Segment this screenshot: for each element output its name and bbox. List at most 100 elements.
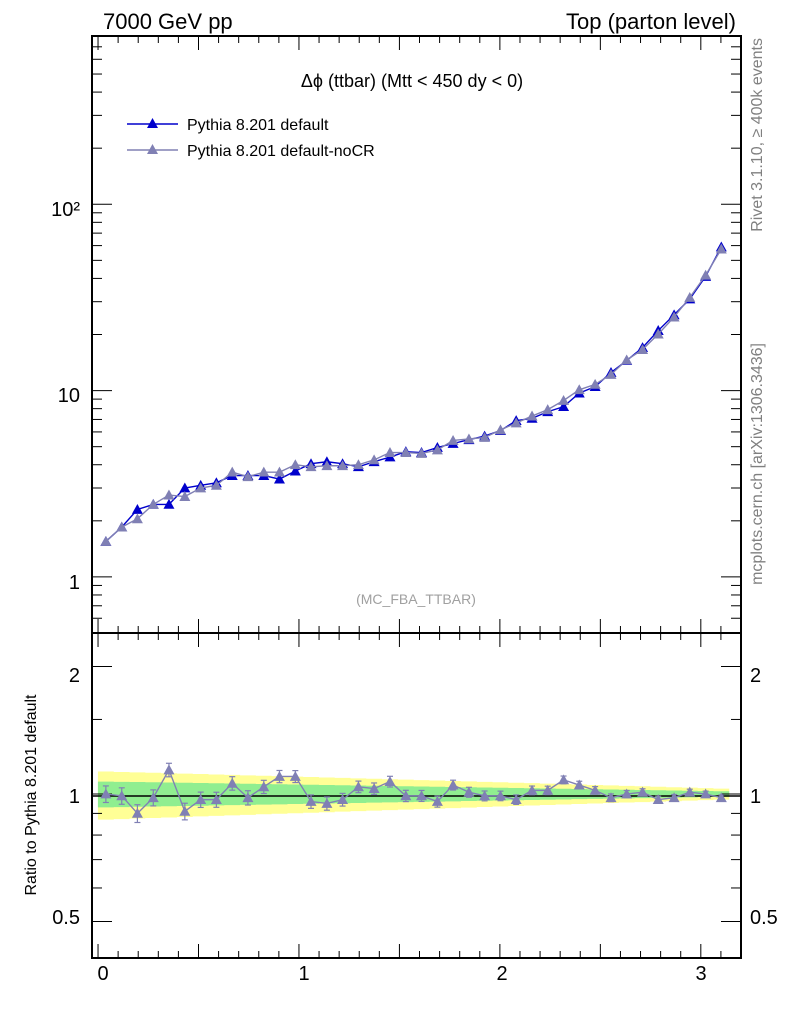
series-nocr-point (210, 479, 222, 490)
ratio-series-nocr-point (368, 783, 380, 793)
series-default-point (131, 504, 143, 514)
ratio-series-nocr-point (668, 792, 680, 803)
x-tick-label-3: 3 (695, 963, 706, 985)
ratio-series-nocr-point (621, 788, 633, 799)
series-nocr-point (526, 410, 538, 421)
ratio-series-nocr-point (116, 790, 128, 801)
ratio-frame (91, 632, 742, 959)
y-tick-label-1: 1 (69, 572, 80, 594)
series-nocr-point (163, 489, 175, 500)
series-nocr-point (447, 434, 459, 445)
ratio-y-axis-label: Ratio to Pythia 8.201 default (23, 694, 40, 896)
ratio-series-nocr-point (573, 779, 585, 790)
series-nocr-point (337, 460, 349, 471)
header-energy: 7000 GeV pp (103, 9, 233, 34)
series-nocr-point (258, 466, 270, 477)
ratio-series-nocr-point (479, 790, 491, 801)
ratio-series-nocr-point (131, 807, 143, 818)
series-nocr-point (684, 291, 696, 302)
ratio-series-nocr-point (431, 796, 443, 806)
legend-label-nocr: Pythia 8.201 default-noCR (187, 143, 375, 160)
x-tick-label-0: 0 (97, 963, 108, 985)
series-default-line (105, 246, 722, 542)
series-nocr-point (463, 433, 475, 444)
series-nocr-point (226, 466, 238, 477)
series-nocr-point (179, 491, 191, 501)
ratio-series-nocr-point (494, 790, 506, 801)
series-nocr-point (637, 344, 649, 354)
ratio-series-nocr-point (684, 786, 696, 797)
series-nocr-point (558, 394, 570, 405)
ratio-y-tick-label-2-right: 2 (750, 665, 761, 687)
ratio-y-tick-label-05-right: 0.5 (750, 907, 778, 929)
ratio-series-nocr-point (242, 792, 254, 803)
main-panel: Δϕ (ttbar) (Mtt < 450 dy < 0) (MC_FBA_TT… (51, 35, 742, 634)
header-process: Top (parton level) (566, 9, 736, 34)
series-nocr-point (147, 498, 159, 509)
ratio-series-nocr-point (352, 781, 364, 792)
ratio-series-nocr-point (179, 805, 191, 816)
legend-marker-nocr (147, 144, 158, 154)
x-tick-label-1: 1 (298, 963, 309, 985)
ratio-series-nocr-point (273, 770, 285, 781)
ratio-series-nocr-point (305, 796, 317, 806)
series-nocr-point (400, 447, 412, 457)
series-nocr-point (305, 461, 317, 472)
series-nocr-point (652, 328, 664, 339)
ratio-band-inner (97, 781, 730, 808)
ratio-series-nocr-point (558, 774, 570, 785)
series-nocr-point (131, 513, 143, 524)
ratio-series-nocr-point (100, 788, 112, 799)
x-tick-label-2: 2 (496, 963, 507, 985)
ratio-y-tick-label-2-left: 2 (69, 665, 80, 687)
ratio-series-nocr-point (195, 794, 207, 805)
ratio-panel: 2 1 0.5 2 1 0.5 Ratio to Pythia 8.201 de… (23, 632, 778, 985)
series-default-point (289, 465, 301, 476)
ratio-series-nocr-point (605, 792, 617, 803)
series-nocr-line (105, 248, 722, 542)
ratio-series-nocr-point (700, 788, 712, 799)
series-nocr-point (100, 535, 112, 546)
plot-title: Δϕ (ttbar) (Mtt < 450 dy < 0) (301, 71, 523, 91)
ratio-series-nocr-point (321, 797, 333, 808)
ratio-series-nocr-point (715, 792, 727, 803)
series-nocr-point (542, 404, 554, 415)
series-nocr-point (589, 378, 601, 389)
series-nocr-point (700, 269, 712, 280)
ratio-series-nocr-point (384, 776, 396, 786)
ratio-series-nocr-point (589, 784, 601, 795)
series-nocr-point (494, 424, 506, 435)
series-nocr-point (116, 521, 128, 532)
series-default-point (273, 473, 285, 484)
ratio-series-nocr-point (542, 784, 554, 795)
ratio-series-nocr-point (652, 794, 664, 805)
analysis-watermark: (MC_FBA_TTBAR) (356, 591, 476, 607)
ratio-series-nocr-point (463, 786, 475, 797)
ratio-series-nocr-point (337, 794, 349, 805)
ratio-series-nocr-point (147, 792, 159, 803)
series-default-point (163, 498, 175, 509)
rivet-version-label: Rivet 3.1.10, ≥ 400k events (749, 38, 766, 232)
ratio-series-nocr-point (289, 770, 301, 781)
series-nocr-point (715, 243, 727, 254)
series-nocr-point (573, 384, 585, 395)
series-nocr-point (273, 466, 285, 477)
ratio-y-tick-label-05-left: 0.5 (52, 907, 80, 929)
series-nocr-point (368, 454, 380, 465)
legend-marker-default (147, 118, 158, 128)
series-nocr-point (321, 460, 333, 471)
ratio-series-nocr-point (210, 794, 222, 805)
ratio-series-nocr-point (526, 784, 538, 795)
series-nocr-point (479, 432, 491, 442)
ratio-series-nocr-point (163, 764, 175, 775)
main-axis-ticks (92, 35, 741, 634)
series-nocr-point (289, 459, 301, 470)
series-nocr-point (384, 447, 396, 457)
ratio-y-tick-label-1-right: 1 (750, 786, 761, 808)
y-tick-label-10: 10 (58, 385, 80, 407)
ratio-series-nocr-point (400, 790, 412, 801)
ratio-series-nocr-point (258, 781, 270, 792)
series-default-point (558, 401, 570, 412)
legend: Pythia 8.201 default Pythia 8.201 defaul… (127, 117, 375, 160)
